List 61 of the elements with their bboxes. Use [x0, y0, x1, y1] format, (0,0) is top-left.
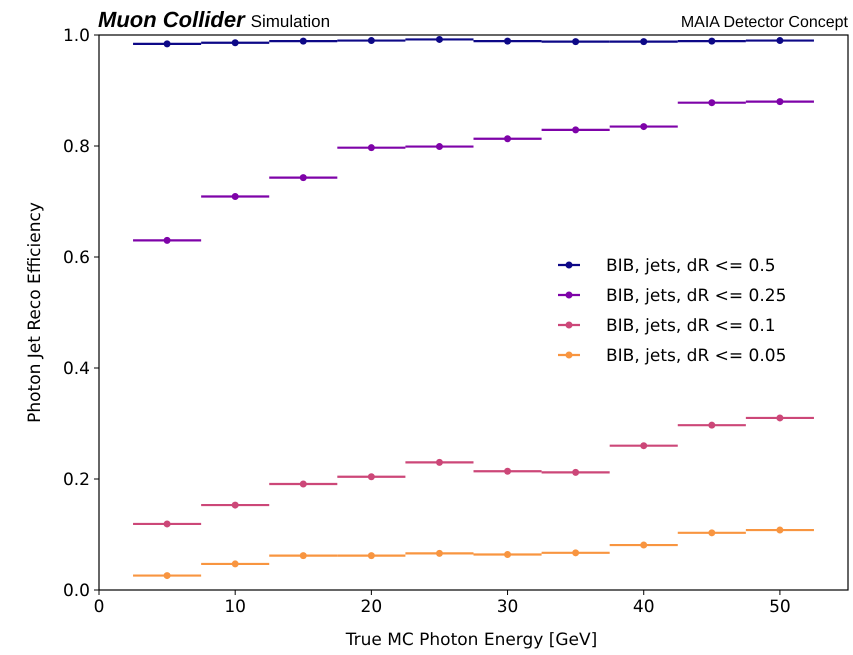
x-tick-label: 40 [632, 597, 655, 617]
y-tick-label: 1.0 [62, 26, 90, 46]
legend-label: BIB, jets, dR <= 0.5 [606, 256, 776, 276]
point [436, 550, 443, 557]
x-axis-title: True MC Photon Energy [GeV] [344, 630, 598, 650]
point [164, 40, 171, 48]
point [572, 468, 580, 476]
x-tick-label: 10 [224, 597, 246, 617]
point [368, 144, 375, 152]
y-axis-title: Photon Jet Reco Efficiency [25, 202, 45, 423]
point [436, 143, 443, 150]
point [640, 542, 648, 549]
point [640, 38, 648, 46]
point [572, 549, 580, 556]
point [300, 552, 307, 560]
point [776, 37, 784, 44]
legend-label: BIB, jets, dR <= 0.1 [606, 316, 776, 336]
point [776, 526, 784, 534]
point [708, 99, 716, 106]
point [164, 236, 171, 244]
point [300, 174, 307, 182]
x-tick-label: 50 [769, 597, 791, 617]
point [232, 560, 239, 568]
point [708, 529, 716, 536]
y-tick-label: 0.4 [62, 359, 90, 379]
point [504, 135, 512, 142]
point [368, 552, 375, 560]
legend-label: BIB, jets, dR <= 0.25 [606, 286, 786, 306]
y-tick-label: 0.0 [62, 581, 90, 601]
chart-subtitle: Simulation [250, 12, 330, 31]
point [300, 480, 307, 488]
legend-label: BIB, jets, dR <= 0.05 [606, 346, 786, 366]
point [776, 98, 784, 106]
point [504, 38, 512, 45]
x-tick-label: 0 [94, 597, 104, 617]
point [232, 193, 239, 200]
point [436, 36, 443, 43]
point [640, 123, 648, 130]
point [504, 468, 512, 475]
point [164, 520, 171, 528]
point [504, 550, 512, 558]
point [640, 442, 648, 450]
y-tick-label: 0.2 [62, 470, 90, 490]
text: MAIA Detector Concept [680, 14, 849, 31]
point [572, 126, 580, 134]
y-tick-label: 0.8 [62, 137, 90, 157]
point [300, 38, 307, 45]
x-tick-label: 20 [360, 597, 382, 617]
point [164, 572, 171, 580]
point [232, 502, 239, 509]
point [368, 37, 375, 44]
point [232, 39, 239, 46]
x-tick-label: 30 [496, 597, 518, 617]
point [708, 38, 716, 45]
point [368, 473, 375, 480]
point [572, 38, 580, 46]
chart-title: Muon Collider [98, 7, 245, 32]
point [436, 458, 443, 466]
point [776, 414, 784, 422]
y-tick-label: 0.6 [62, 248, 90, 268]
point [708, 422, 716, 429]
